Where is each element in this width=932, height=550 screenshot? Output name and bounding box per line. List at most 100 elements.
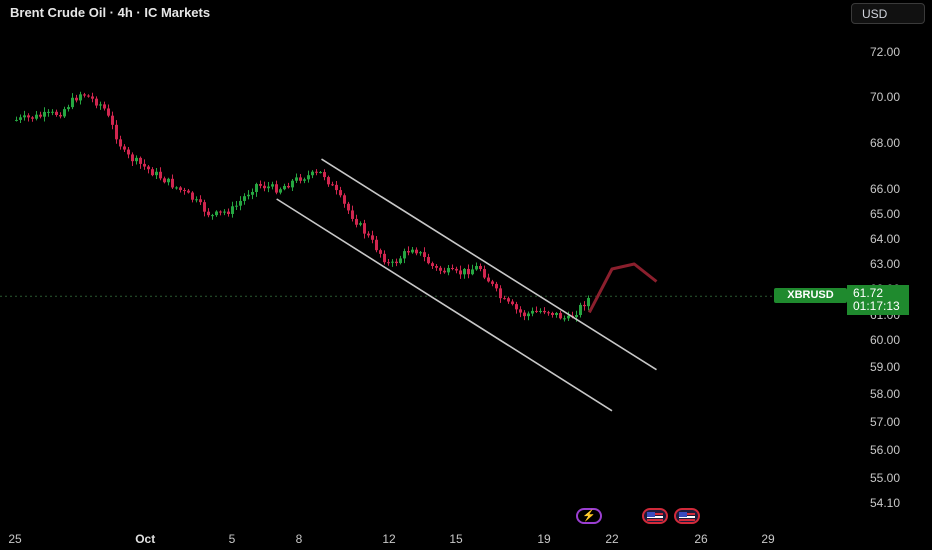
candle-body [15,119,18,121]
candle-body [55,111,58,116]
candle-body [139,157,142,164]
candles [15,91,590,322]
candle-body [243,196,246,201]
candle-body [363,223,366,234]
candle-body [567,315,570,319]
candle-body [295,177,298,181]
candle-body [479,266,482,270]
candle-body [47,111,50,113]
candle-body [231,206,234,214]
candle-body [371,235,374,240]
candle-body [395,261,398,264]
currency-button[interactable]: USD [851,3,925,24]
candle-body [63,109,66,117]
candle-body [115,124,118,140]
candle-body [383,253,386,263]
candle-body [503,298,506,300]
lightning-icon[interactable]: ⚡ [576,508,602,524]
candle-body [439,267,442,271]
candle-body [87,95,90,97]
candle-body [423,252,426,258]
candle-body [311,171,314,176]
candle-body [411,249,414,253]
candle-body [539,310,542,312]
candle-body [327,177,330,185]
candle-body [227,211,230,214]
candle-body [251,191,254,195]
candle-body [491,281,494,284]
candle-body [407,251,410,253]
candle-body [183,190,186,192]
candle-body [255,184,258,192]
candle-body [195,199,198,201]
candle-body [99,104,102,106]
y-tick-label: 54.10 [870,496,900,510]
candle-body [531,310,534,314]
candle-body [499,288,502,299]
candle-body [143,163,146,167]
candle-body [467,268,470,275]
candle-body [323,172,326,178]
candle-body [347,203,350,211]
candle-body [95,98,98,106]
candle-body [259,184,262,186]
candle-body [403,251,406,259]
candle-body [507,298,510,302]
y-tick-label: 66.00 [870,182,900,196]
us-flag-icon[interactable] [642,508,668,524]
candle-body [31,117,34,119]
price-badge: 61.72 01:17:13 [847,285,909,315]
candle-body [203,202,206,212]
candle-body [283,185,286,190]
candle-body [159,171,162,179]
candle-body [27,115,30,118]
x-tick-label: 12 [382,532,396,546]
candle-body [431,263,434,267]
candle-body [583,304,586,307]
candle-body [175,187,178,189]
candle-body [291,180,294,188]
x-tick-label: 22 [605,532,619,546]
candle-body [511,301,514,305]
us-flag-icon[interactable] [674,508,700,524]
y-tick-label: 70.00 [870,90,900,104]
candle-body [279,189,282,193]
y-tick-label: 58.00 [870,387,900,401]
candle-body [359,223,362,225]
candle-body [107,108,110,116]
candle-body [379,250,382,254]
projection-arrow [588,262,658,314]
candle-body [263,185,266,189]
channel-lower-line [276,198,613,412]
candle-body [463,268,466,275]
y-tick-label: 68.00 [870,136,900,150]
candle-body [483,269,486,278]
y-tick-label: 65.00 [870,207,900,221]
candle-body [223,211,226,213]
candle-body [91,96,94,99]
candle-body [71,97,74,108]
candle-body [447,267,450,273]
symbol-badge: XBRUSD [774,288,847,303]
y-tick-label: 59.00 [870,360,900,374]
current-price: 61.72 [853,286,884,300]
candle-body [315,171,318,173]
candle-body [319,172,322,174]
candle-body [163,178,166,183]
candle-body [191,192,194,200]
candle-body [167,178,170,183]
x-axis-labels: 25 Oct 5 8 12 15 19 22 26 29 [8,532,775,546]
candle-body [399,258,402,264]
candle-body [155,171,158,176]
candle-body [419,252,422,254]
candle-body [579,304,582,316]
candle-body [391,261,394,263]
y-tick-label: 55.00 [870,471,900,485]
candle-body [247,194,250,197]
candle-body [415,249,418,254]
candle-body [551,312,554,316]
x-tick-label: 29 [761,532,775,546]
candle-body [351,210,354,219]
candle-body [555,313,558,316]
